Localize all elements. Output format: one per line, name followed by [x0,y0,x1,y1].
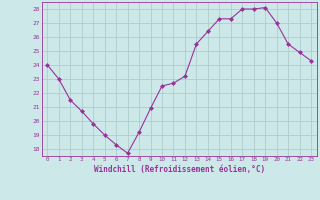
X-axis label: Windchill (Refroidissement éolien,°C): Windchill (Refroidissement éolien,°C) [94,165,265,174]
